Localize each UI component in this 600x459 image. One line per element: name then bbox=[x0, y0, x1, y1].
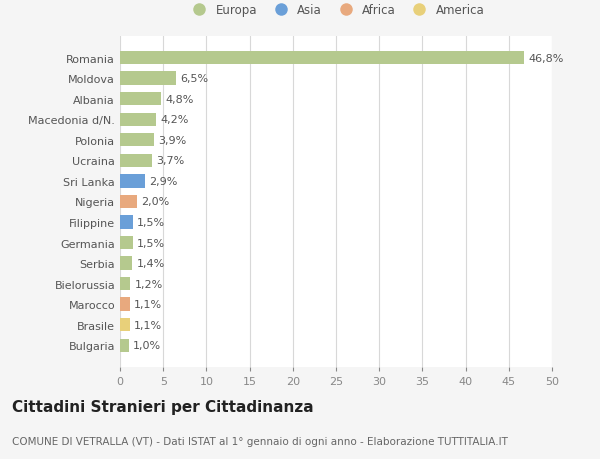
Text: Cittadini Stranieri per Cittadinanza: Cittadini Stranieri per Cittadinanza bbox=[12, 399, 314, 414]
Bar bbox=[120, 154, 152, 168]
Text: 1,5%: 1,5% bbox=[137, 218, 166, 228]
Text: 4,2%: 4,2% bbox=[161, 115, 189, 125]
Bar bbox=[120, 339, 128, 352]
Text: COMUNE DI VETRALLA (VT) - Dati ISTAT al 1° gennaio di ogni anno - Elaborazione T: COMUNE DI VETRALLA (VT) - Dati ISTAT al … bbox=[12, 436, 508, 446]
Bar bbox=[120, 134, 154, 147]
Bar bbox=[120, 72, 176, 85]
Bar bbox=[120, 113, 156, 127]
Text: 3,9%: 3,9% bbox=[158, 135, 186, 146]
Legend: Europa, Asia, Africa, America: Europa, Asia, Africa, America bbox=[182, 0, 490, 22]
Text: 6,5%: 6,5% bbox=[181, 74, 209, 84]
Text: 3,7%: 3,7% bbox=[156, 156, 185, 166]
Bar bbox=[120, 236, 133, 250]
Text: 1,4%: 1,4% bbox=[136, 258, 164, 269]
Text: 2,0%: 2,0% bbox=[142, 197, 170, 207]
Bar bbox=[120, 298, 130, 311]
Bar bbox=[120, 93, 161, 106]
Bar bbox=[120, 257, 132, 270]
Text: 4,8%: 4,8% bbox=[166, 95, 194, 104]
Bar bbox=[120, 195, 137, 209]
Bar bbox=[120, 216, 133, 229]
Text: 1,1%: 1,1% bbox=[134, 320, 162, 330]
Bar bbox=[120, 175, 145, 188]
Text: 46,8%: 46,8% bbox=[529, 53, 564, 63]
Text: 2,9%: 2,9% bbox=[149, 176, 178, 186]
Text: 1,5%: 1,5% bbox=[137, 238, 166, 248]
Bar bbox=[120, 277, 130, 291]
Text: 1,1%: 1,1% bbox=[134, 300, 162, 309]
Text: 1,2%: 1,2% bbox=[134, 279, 163, 289]
Bar bbox=[120, 52, 524, 65]
Bar bbox=[120, 319, 130, 332]
Text: 1,0%: 1,0% bbox=[133, 341, 161, 351]
